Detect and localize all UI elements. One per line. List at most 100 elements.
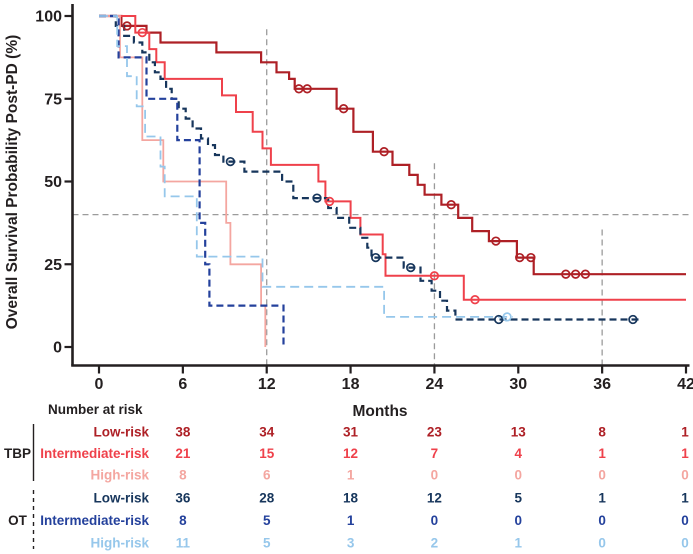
risk-count-tbp: 4: [515, 446, 523, 461]
risk-count-ot: 1: [347, 513, 355, 528]
risk-count-tbp: 1: [681, 446, 689, 461]
x-tick-label: 0: [95, 376, 104, 393]
y-axis-title: Overall Survival Probability Post-PD (%): [4, 35, 21, 330]
risk-count-tbp: 7: [431, 446, 439, 461]
reference-lines-group: [72, 29, 690, 366]
risk-count-tbp: 0: [515, 468, 523, 483]
risk-count-tbp: 1: [347, 468, 355, 483]
censor-mark-tbp-low-risk: [526, 252, 536, 263]
risk-row-label-tbp-high-risk: High-risk: [90, 468, 149, 483]
risk-count-tbp: 1: [681, 425, 689, 440]
censor-mark-ot-low-risk: [406, 262, 416, 273]
risk-count-tbp: 15: [259, 446, 275, 461]
risk-row-label-ot-high-risk: High-risk: [90, 536, 149, 551]
x-tick-label: 42: [677, 376, 693, 393]
risk-count-ot: 12: [427, 491, 442, 506]
censor-mark-tbp-low-risk: [446, 200, 456, 210]
curve-ot-intermediate-risk: [99, 14, 285, 347]
risk-row-label-tbp-intermediate-risk: Intermediate-risk: [40, 446, 149, 461]
censor-mark-tbp-low-risk: [122, 21, 132, 31]
x-tick-label: 30: [509, 376, 527, 393]
risk-count-tbp: 1: [598, 446, 606, 461]
censor-mark-tbp-intermediate-risk: [470, 295, 480, 305]
group-label-ot: OT: [8, 513, 28, 528]
risk-count-tbp: 13: [511, 425, 527, 440]
risk-count-ot: 0: [681, 513, 689, 528]
risk-count-tbp: 38: [175, 425, 191, 440]
risk-count-ot: 0: [515, 513, 523, 528]
risk-row-label-tbp-low-risk: Low-risk: [93, 425, 149, 440]
censor-mark-tbp-low-risk: [379, 147, 389, 157]
curve-ot-low-risk: [99, 14, 639, 321]
axes-group: 0 25 50 75 100 0 6 12 18 24 30 36 42: [35, 4, 693, 393]
x-axis-title: Months: [352, 403, 407, 420]
curve-tbp-intermediate-risk: [99, 15, 686, 301]
risk-count-ot: 36: [175, 491, 191, 506]
risk-count-ot: 5: [263, 536, 271, 551]
risk-count-tbp: 6: [263, 468, 271, 483]
censor-mark-ot-low-risk: [371, 252, 381, 263]
risk-count-ot: 3: [347, 536, 355, 551]
censor-marks-group: [122, 21, 638, 325]
risk-count-tbp: 21: [175, 446, 191, 461]
censor-mark-ot-low-risk: [628, 314, 638, 325]
censor-mark-tbp-low-risk: [491, 236, 501, 246]
risk-count-ot: 28: [259, 491, 275, 506]
censor-mark-tbp-intermediate-risk: [324, 196, 335, 207]
risk-count-tbp: 12: [343, 446, 358, 461]
risk-count-tbp: 8: [598, 425, 606, 440]
x-tick-label: 12: [258, 376, 276, 393]
risk-count-tbp: 31: [343, 425, 359, 440]
risk-row-label-ot-low-risk: Low-risk: [93, 491, 149, 506]
censor-mark-tbp-low-risk: [570, 269, 581, 279]
risk-count-ot: 1: [515, 536, 523, 551]
censor-mark-tbp-low-risk: [302, 84, 312, 94]
risk-count-ot: 5: [515, 491, 523, 506]
risk-count-tbp: 0: [431, 468, 439, 483]
censor-mark-tbp-intermediate-risk: [137, 27, 147, 38]
y-tick-label: 25: [44, 257, 62, 274]
risk-count-tbp: 0: [598, 468, 606, 483]
risk-count-ot: 0: [681, 536, 689, 551]
risk-count-ot: 2: [431, 536, 439, 551]
risk-count-tbp: 34: [259, 425, 275, 440]
curve-tbp-low-risk: [99, 14, 686, 276]
risk-count-ot: 1: [598, 491, 606, 506]
censor-mark-tbp-low-risk: [338, 104, 349, 114]
censor-mark-tbp-low-risk: [561, 269, 571, 279]
y-tick-label: 50: [44, 174, 62, 191]
risk-count-tbp: 0: [681, 468, 689, 483]
risk-count-tbp: 23: [427, 425, 443, 440]
risk-count-ot: 18: [343, 491, 359, 506]
curve-tbp-high-risk: [99, 15, 267, 347]
curve-ot-high-risk: [99, 15, 513, 318]
group-label-tbp: TBP: [4, 446, 31, 461]
risk-count-ot: 0: [431, 513, 439, 528]
x-tick-label: 18: [342, 376, 360, 393]
y-tick-label: 0: [53, 340, 62, 357]
censor-mark-ot-high-risk: [502, 312, 512, 322]
censor-mark-ot-low-risk: [494, 314, 504, 325]
y-tick-label: 75: [44, 91, 62, 108]
censor-mark-ot-low-risk: [312, 193, 322, 203]
x-tick-label: 24: [426, 376, 444, 393]
risk-count-ot: 8: [179, 513, 187, 528]
risk-count-ot: 0: [598, 536, 606, 551]
risk-count-ot: 1: [681, 491, 689, 506]
censor-mark-tbp-low-risk: [515, 252, 525, 263]
survival-curves-group: [99, 14, 686, 347]
x-tick-label: 6: [178, 376, 187, 393]
y-tick-label: 100: [35, 9, 62, 26]
risk-count-ot: 11: [176, 536, 191, 551]
censor-mark-tbp-intermediate-risk: [429, 271, 440, 281]
risk-table-header: Number at risk: [48, 402, 143, 417]
censor-mark-tbp-low-risk: [580, 269, 591, 279]
risk-count-ot: 5: [263, 513, 271, 528]
risk-count-ot: 0: [598, 513, 606, 528]
censor-mark-ot-low-risk: [225, 156, 236, 167]
risk-row-label-ot-intermediate-risk: Intermediate-risk: [40, 513, 149, 528]
risk-count-tbp: 8: [179, 468, 187, 483]
